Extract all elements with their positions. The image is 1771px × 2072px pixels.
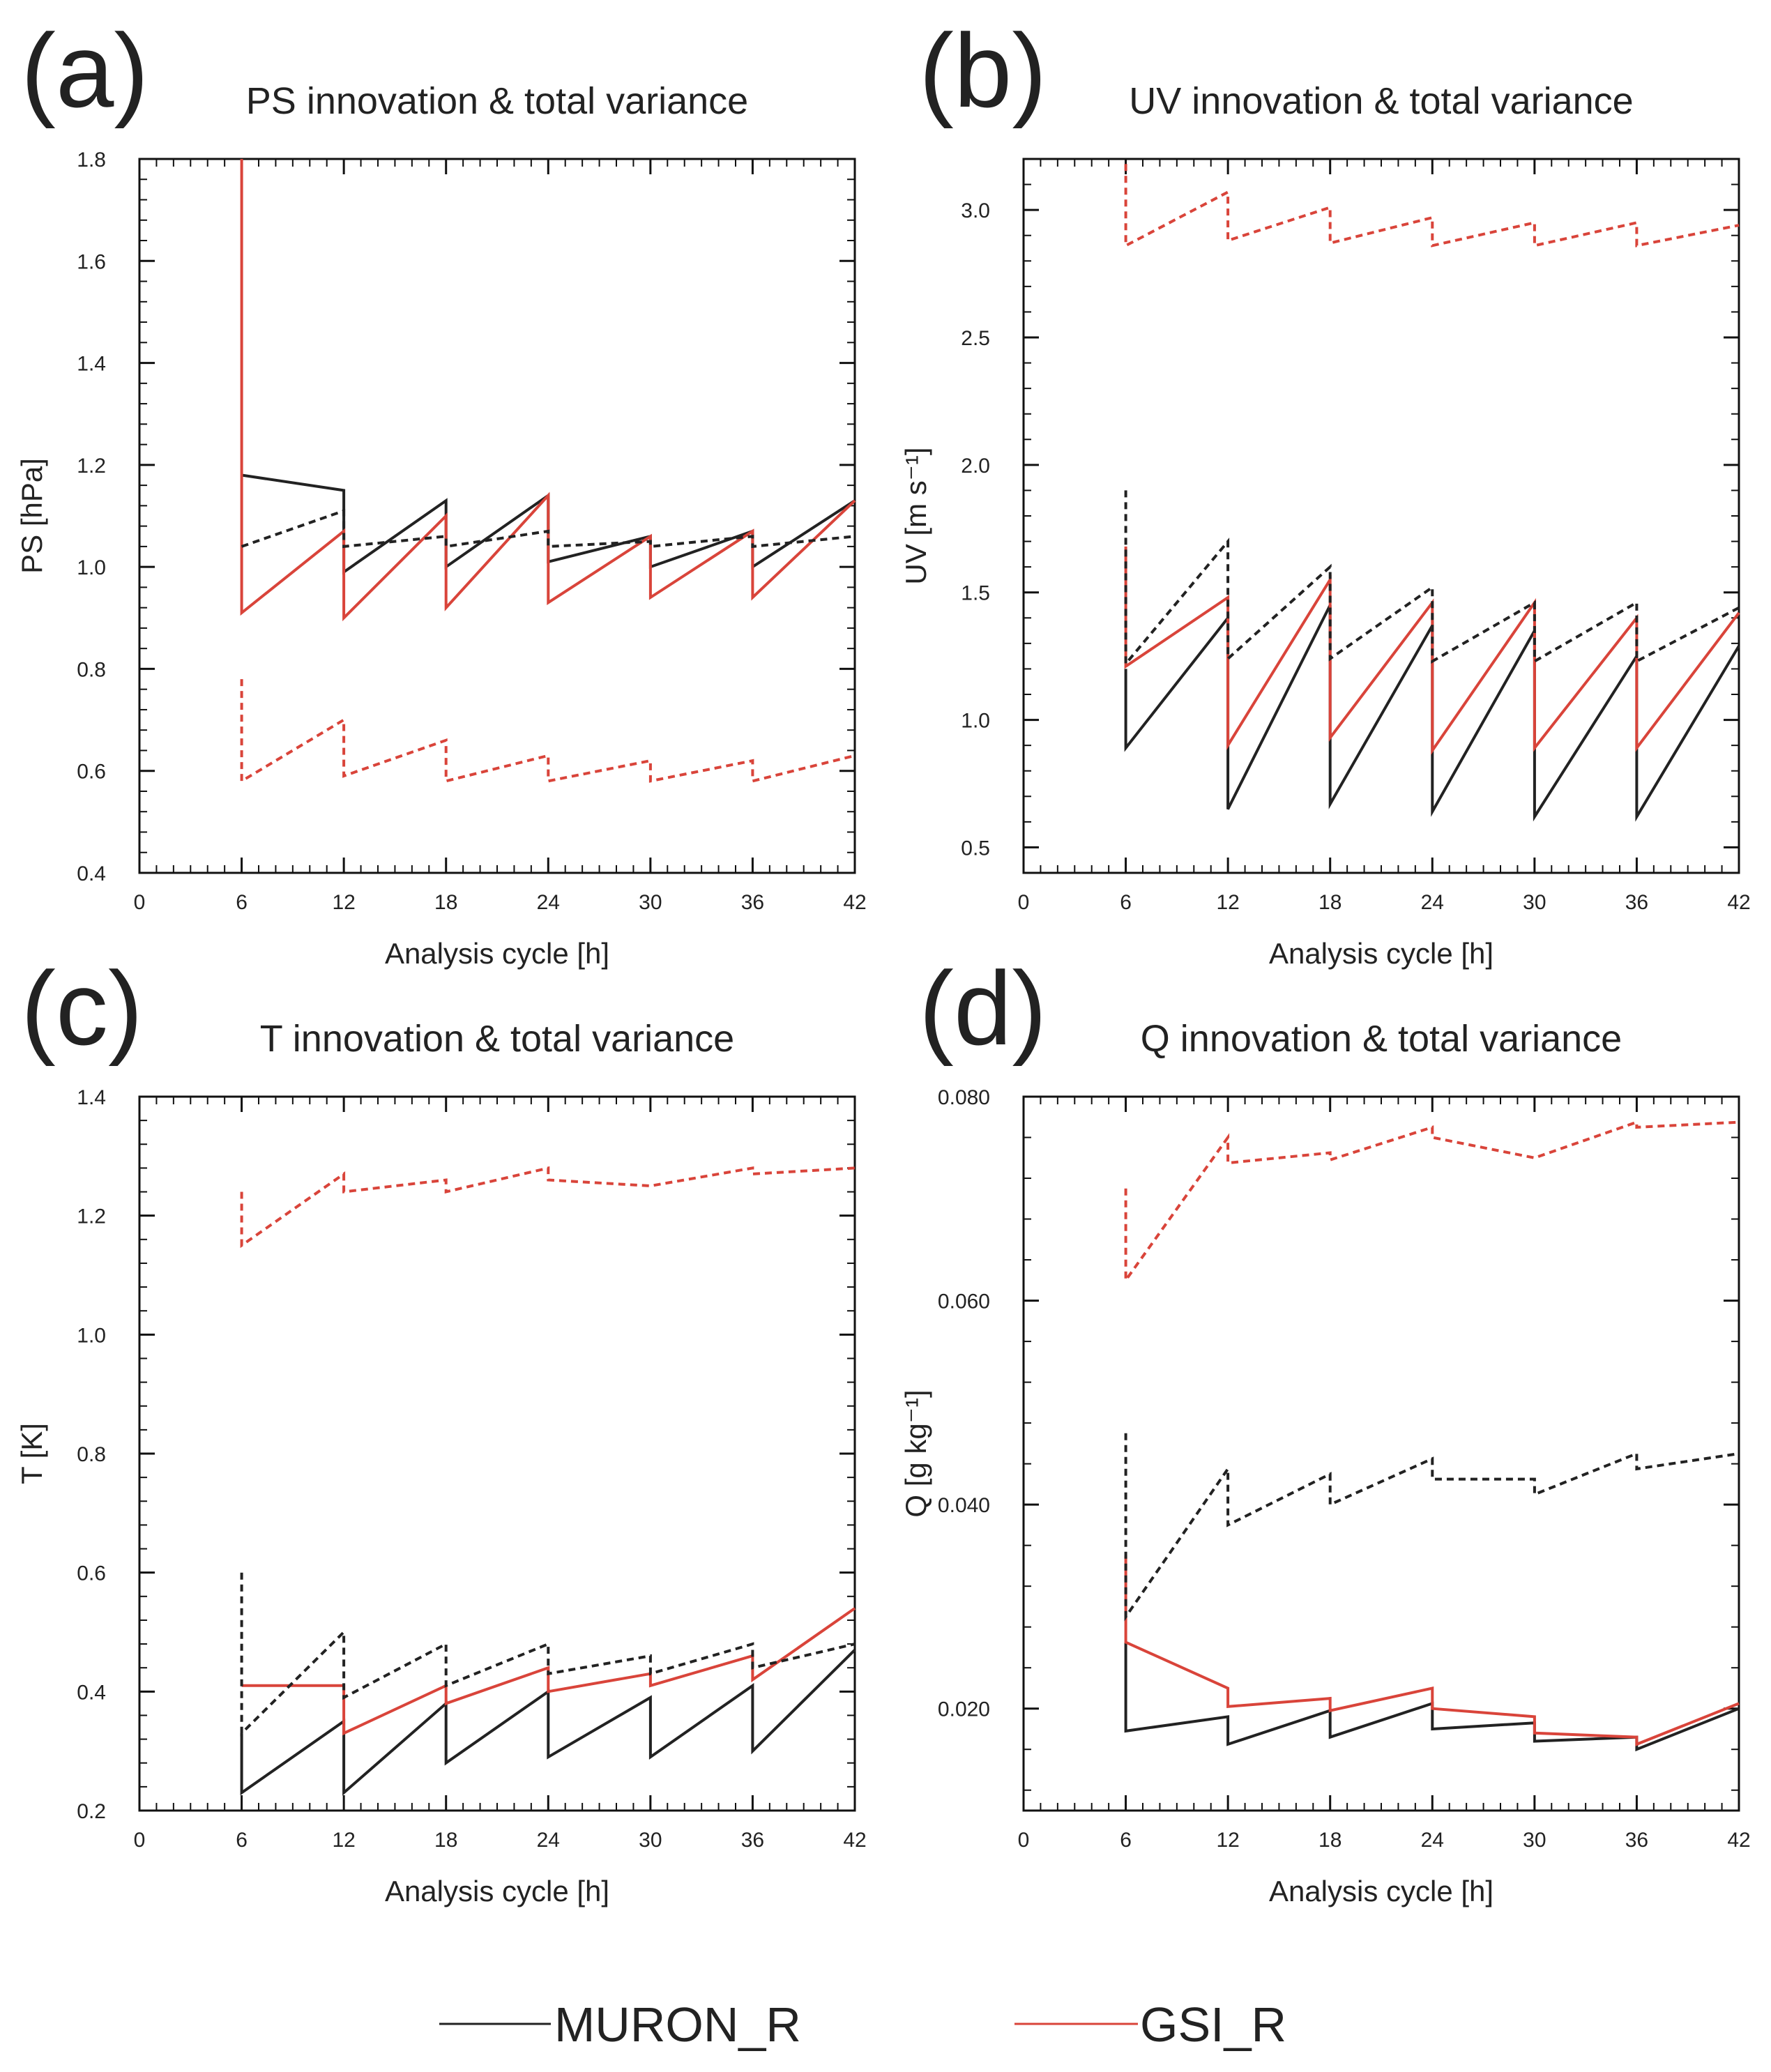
x-tick-label: 12 [1216,1829,1239,1852]
x-tick-label: 18 [1318,891,1341,914]
series-muron-total-variance-line [240,1572,856,1737]
y-tick-label: 0.5 [961,837,990,860]
y-tick-label: 1.0 [77,1324,106,1347]
x-tick-label: 12 [1216,891,1239,914]
series-gsi-innovation-line [1124,1555,1740,1746]
y-tick-label: 0.8 [77,1443,106,1466]
y-tick-label: 0.8 [77,658,106,681]
series-gsi-total-variance-line [1124,1120,1740,1285]
y-tick-label: 0.060 [938,1290,990,1313]
x-tick-label: 24 [1421,1829,1444,1852]
chart-title: UV innovation & total variance [1129,80,1633,122]
series-gsi-innovation-line [241,1607,856,1736]
y-tick-label: 1.4 [77,353,106,376]
x-tick-label: 30 [639,891,662,914]
x-tick-label: 30 [1523,1829,1546,1852]
series-gsi-total-variance-line [240,1166,856,1249]
y-tick-label: 1.4 [77,1086,106,1109]
x-tick-label: 42 [843,1829,866,1852]
x-axis-label: Analysis cycle [h] [385,937,609,970]
x-tick-label: 36 [1625,891,1648,914]
y-tick-label: 0.6 [77,1562,106,1585]
x-axis-label: Analysis cycle [h] [1269,1875,1493,1907]
y-tick-label: 1.0 [77,556,106,579]
series-gsi-innovation-line [1124,546,1740,755]
chart-panel-c: (c) T innovation & total variance 0 6 12 18 24… [15,950,867,1907]
y-tick-label: 1.6 [77,250,106,273]
y-tick-label: 0.4 [77,862,106,885]
x-tick-label: 30 [639,1829,662,1852]
x-tick-label: 12 [332,891,355,914]
chart-panel-b: (b) UV innovation & total variance 0 6 12 18 2… [899,12,1751,970]
series-gsi-total-variance-line [1124,164,1740,248]
y-axis-label: T [K] [15,1423,48,1484]
chart-panel-a: (a) PS innovation & total variance 0 6 12 18 2… [15,12,867,970]
y-tick-label: 0.040 [938,1494,990,1517]
x-tick-label: 42 [1727,1829,1750,1852]
x-tick-label: 6 [1120,891,1132,914]
panel-letter: (d) [919,950,1047,1067]
x-tick-label: 24 [537,1829,560,1852]
y-tick-label: 0.2 [77,1800,106,1823]
x-tick-label: 0 [134,891,146,914]
y-tick-label: 2.0 [961,455,990,478]
x-tick-label: 36 [1625,1829,1648,1852]
panel-letter: (a) [21,12,149,129]
legend-label-gsi: GSI_R [1140,1997,1286,2052]
panel-letter: (c) [21,950,143,1067]
x-tick-label: 42 [843,891,866,914]
x-tick-label: 0 [1018,891,1030,914]
plot-frame [138,158,856,874]
plot-frame [1022,1095,1740,1812]
y-tick-label: 0.020 [938,1698,990,1721]
x-axis-label: Analysis cycle [h] [1269,937,1493,970]
y-axis-label: PS [hPa] [15,458,48,574]
x-tick-label: 18 [1318,1829,1341,1852]
series-muron-total-variance-line [1124,1433,1740,1622]
plot-frame [1022,158,1740,874]
y-tick-label: 1.0 [961,710,990,733]
x-tick-label: 6 [236,891,248,914]
chart-panel-d: (d) Q innovation & total variance 0 6 12 18 24… [899,950,1751,1907]
series-muron-total-variance-line [1124,490,1740,668]
x-tick-label: 18 [434,891,457,914]
y-tick-label: 1.5 [961,582,990,605]
x-tick-label: 42 [1727,891,1750,914]
y-tick-label: 2.5 [961,327,990,350]
series-gsi-total-variance-line [240,679,856,784]
y-tick-label: 3.0 [961,199,990,222]
legend-label-muron: MURON_R [554,1997,801,2052]
x-tick-label: 18 [434,1829,457,1852]
y-tick-label: 1.8 [77,148,106,172]
x-tick-label: 30 [1523,891,1546,914]
x-tick-label: 24 [537,891,560,914]
y-axis-label: UV [m s⁻¹] [899,447,932,584]
chart-title: Q innovation & total variance [1141,1018,1622,1060]
series-muron-total-variance-line [241,508,856,549]
x-tick-label: 36 [741,891,764,914]
x-axis-label: Analysis cycle [h] [385,1875,609,1907]
y-tick-label: 0.080 [938,1086,990,1109]
y-tick-label: 0.4 [77,1681,106,1704]
x-tick-label: 6 [1120,1829,1132,1852]
x-tick-label: 36 [741,1829,764,1852]
y-tick-label: 1.2 [77,1205,106,1228]
y-axis-label: Q [g kg⁻¹] [899,1389,932,1517]
legend: MURON_R GSI_R [439,1997,1286,2052]
x-tick-label: 0 [1018,1829,1030,1852]
chart-title: PS innovation & total variance [246,80,748,122]
panel-letter: (b) [919,12,1047,129]
chart-title: T innovation & total variance [260,1018,734,1060]
plot-frame [138,1095,856,1812]
x-tick-label: 6 [236,1829,248,1852]
y-tick-label: 0.6 [77,761,106,784]
y-tick-label: 1.2 [77,455,106,478]
x-tick-label: 12 [332,1829,355,1852]
series-gsi-innovation-line [240,159,856,622]
x-tick-label: 0 [134,1829,146,1852]
x-tick-label: 24 [1421,891,1444,914]
